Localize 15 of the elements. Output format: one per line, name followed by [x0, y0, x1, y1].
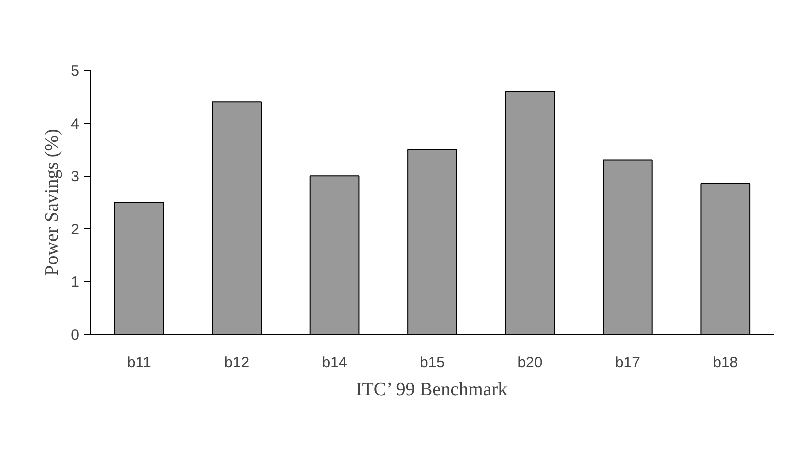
y-tick-label: 5	[71, 63, 80, 80]
x-tick-label: b11	[127, 354, 152, 372]
x-tick-label: b20	[518, 354, 543, 372]
y-tick-label: 0	[71, 327, 80, 344]
y-tick-label: 3	[71, 168, 80, 186]
y-tick-label: 2	[71, 221, 80, 238]
y-tick-label: 4	[71, 116, 80, 133]
x-tick-label: b14	[322, 354, 348, 372]
x-tick-label: b15	[420, 354, 446, 372]
x-tick-label: b12	[224, 354, 250, 372]
x-tick-label: b17	[615, 354, 640, 372]
y-axis-title: Power Savings (%)	[42, 129, 64, 276]
x-axis-title: ITC’ 99 Benchmark	[356, 380, 508, 400]
x-tick-label: b18	[713, 354, 738, 372]
y-tick-label: 1	[71, 274, 80, 292]
